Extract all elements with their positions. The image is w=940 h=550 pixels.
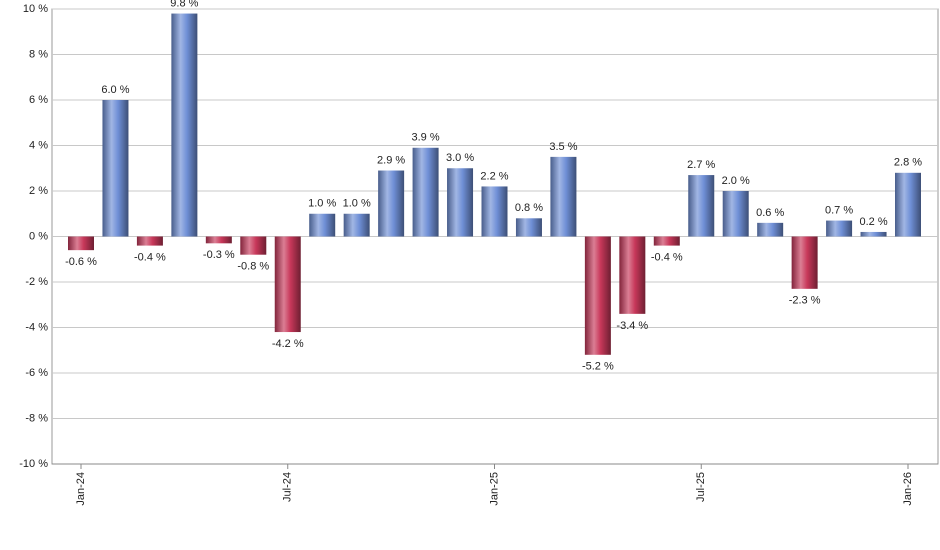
value-label: -0.4 %: [134, 252, 166, 264]
value-label: 1.0 %: [343, 198, 371, 210]
y-tick-label: -8 %: [25, 412, 48, 424]
y-tick-label: -10 %: [19, 458, 48, 470]
bar: [171, 13, 198, 237]
bar: [619, 236, 646, 314]
bar: [205, 236, 232, 244]
value-label: 0.7 %: [825, 204, 853, 216]
bar: [860, 231, 887, 237]
value-label: 0.6 %: [756, 207, 784, 219]
value-label: 2.7 %: [687, 159, 715, 171]
value-label: 1.0 %: [308, 198, 336, 210]
bar: [68, 236, 94, 251]
x-tick-label: Jul-25: [695, 472, 707, 502]
value-label: 2.9 %: [377, 154, 405, 166]
y-tick-label: -4 %: [25, 321, 48, 333]
value-label: -4.2 %: [272, 338, 304, 350]
bar: [791, 236, 818, 289]
value-label: -0.8 %: [237, 261, 269, 273]
value-label: 0.8 %: [515, 202, 543, 214]
y-tick-label: 6 %: [29, 94, 48, 106]
bar: [274, 236, 301, 333]
bar: [412, 147, 439, 237]
bar: [515, 218, 542, 237]
x-tick-label: Jan-26: [902, 472, 914, 506]
bar: [240, 236, 267, 255]
value-label: 0.2 %: [859, 216, 887, 228]
y-tick-label: 0 %: [29, 230, 48, 242]
y-tick-label: 4 %: [29, 139, 48, 151]
value-label: 9.8 %: [170, 0, 198, 9]
x-tick-label: Jul-24: [282, 472, 294, 502]
bar: [826, 220, 853, 237]
bar: [136, 236, 163, 246]
value-label: 2.0 %: [722, 175, 750, 187]
bar: [584, 236, 611, 355]
value-label: -2.3 %: [789, 295, 821, 307]
bar: [757, 222, 784, 237]
x-tick-label: Jan-25: [488, 472, 500, 506]
value-label: 3.9 %: [412, 132, 440, 144]
value-label: -0.3 %: [203, 249, 235, 261]
bar: [722, 191, 749, 237]
y-tick-label: 8 %: [29, 48, 48, 60]
y-tick-label: -2 %: [25, 276, 48, 288]
bar: [447, 168, 474, 237]
bar: [688, 175, 715, 237]
value-label: -5.2 %: [582, 361, 614, 373]
value-label: 2.8 %: [894, 157, 922, 169]
y-tick-label: 2 %: [29, 185, 48, 197]
bar: [895, 172, 921, 237]
y-tick-label: -6 %: [25, 367, 48, 379]
x-tick-label: Jan-24: [75, 472, 87, 506]
bar: [343, 213, 370, 237]
value-label: 2.2 %: [480, 170, 508, 182]
value-label: -0.4 %: [651, 252, 683, 264]
value-label: -0.6 %: [65, 256, 97, 268]
value-label: 6.0 %: [101, 84, 129, 96]
value-label: -3.4 %: [616, 320, 648, 332]
value-label: 3.0 %: [446, 152, 474, 164]
bar: [653, 236, 680, 246]
bar: [481, 186, 508, 237]
bar: [309, 213, 336, 237]
value-label: 3.5 %: [549, 141, 577, 153]
bar: [378, 170, 405, 237]
bar: [550, 156, 577, 237]
y-tick-label: 10 %: [23, 3, 48, 15]
bar: [102, 100, 129, 237]
